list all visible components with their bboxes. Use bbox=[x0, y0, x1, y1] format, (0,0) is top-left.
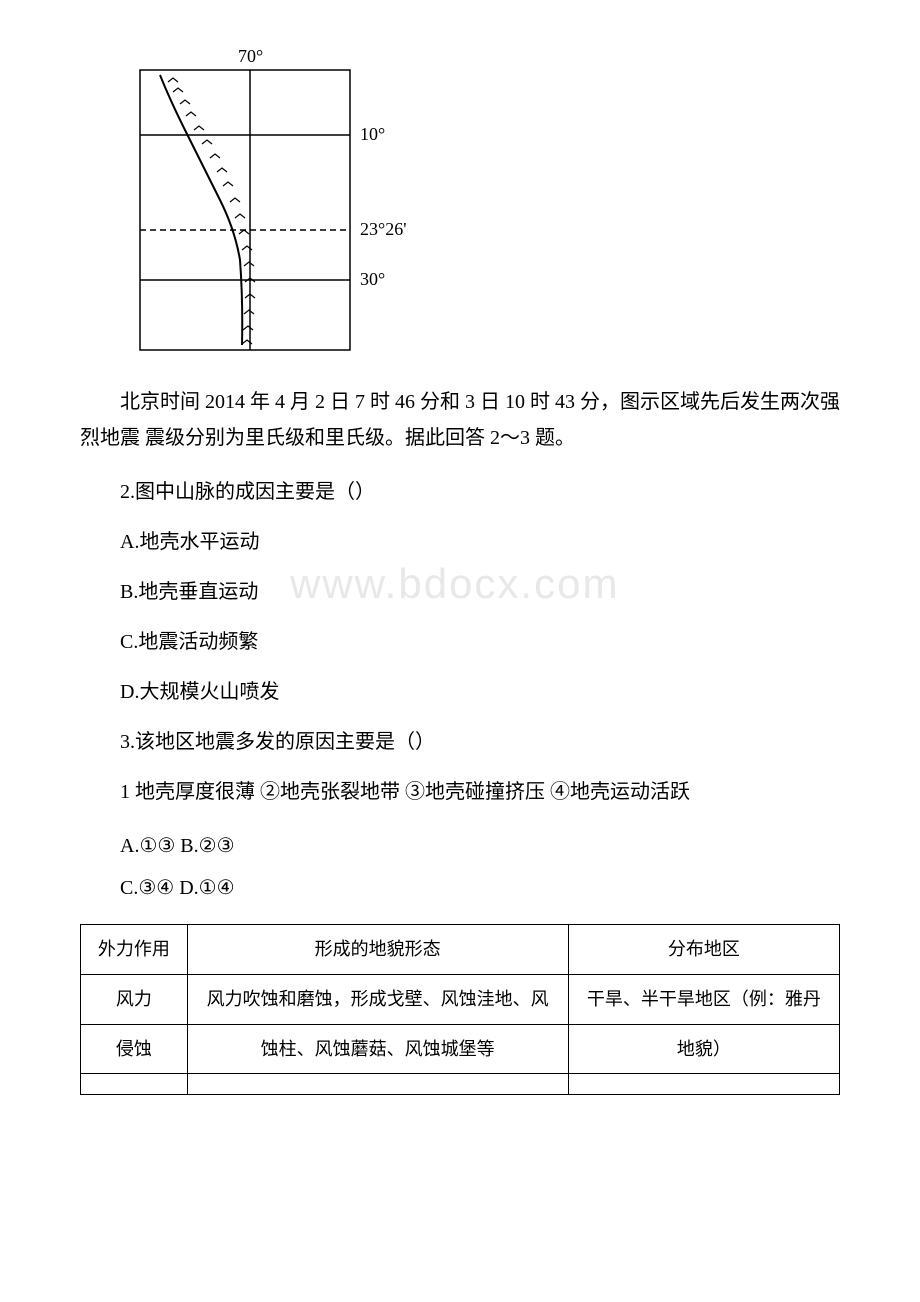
table-header-row: 外力作用 形成的地貌形态 分布地区 bbox=[81, 925, 840, 975]
q2-opt-b: B.地壳垂直运动 bbox=[80, 574, 840, 610]
svg-text:30°: 30° bbox=[360, 269, 385, 289]
table-cell: 蚀柱、风蚀蘑菇、风蚀城堡等 bbox=[187, 1024, 568, 1074]
coastline-map: 70° 10° 23°26' 30° bbox=[120, 40, 410, 360]
table-row: 风力 风力吹蚀和磨蚀，形成戈壁、风蚀洼地、风 干旱、半干旱地区（例：雅丹 bbox=[81, 974, 840, 1024]
table-cell: 侵蚀 bbox=[81, 1024, 188, 1074]
svg-text:10°: 10° bbox=[360, 124, 385, 144]
table-cell: 干旱、半干旱地区（例：雅丹 bbox=[568, 974, 839, 1024]
table-cell bbox=[568, 1074, 839, 1095]
q3-stem: 3.该地区地震多发的原因主要是（） bbox=[80, 724, 840, 760]
table-header-cell: 分布地区 bbox=[568, 925, 839, 975]
svg-text:23°26': 23°26' bbox=[360, 219, 406, 239]
q2-opt-c: C.地震活动频繁 bbox=[80, 624, 840, 660]
q3-pair2: C.③④ D.①④ bbox=[80, 870, 840, 906]
landform-table: 外力作用 形成的地貌形态 分布地区 风力 风力吹蚀和磨蚀，形成戈壁、风蚀洼地、风… bbox=[80, 924, 840, 1095]
q2-stem: 2.图中山脉的成因主要是（） bbox=[80, 474, 840, 510]
table-cell: 风力 bbox=[81, 974, 188, 1024]
table-header-cell: 外力作用 bbox=[81, 925, 188, 975]
q2-opt-d: D.大规模火山喷发 bbox=[80, 674, 840, 710]
table-cell: 地貌） bbox=[568, 1024, 839, 1074]
q3-pair1: A.①③ B.②③ bbox=[80, 828, 840, 864]
table-cell bbox=[187, 1074, 568, 1095]
table-cell: 风力吹蚀和磨蚀，形成戈壁、风蚀洼地、风 bbox=[187, 974, 568, 1024]
q2-opt-a: A.地壳水平运动 bbox=[80, 524, 840, 560]
lon-label: 70° bbox=[238, 46, 263, 66]
table-cell bbox=[81, 1074, 188, 1095]
table-row: 侵蚀 蚀柱、风蚀蘑菇、风蚀城堡等 地貌） bbox=[81, 1024, 840, 1074]
intro-paragraph: 北京时间 2014 年 4 月 2 日 7 时 46 分和 3 日 10 时 4… bbox=[80, 384, 840, 456]
table-row bbox=[81, 1074, 840, 1095]
q3-choices: 1 地壳厚度很薄 ②地壳张裂地带 ③地壳碰撞挤压 ④地壳运动活跃 bbox=[80, 774, 840, 810]
table-header-cell: 形成的地貌形态 bbox=[187, 925, 568, 975]
